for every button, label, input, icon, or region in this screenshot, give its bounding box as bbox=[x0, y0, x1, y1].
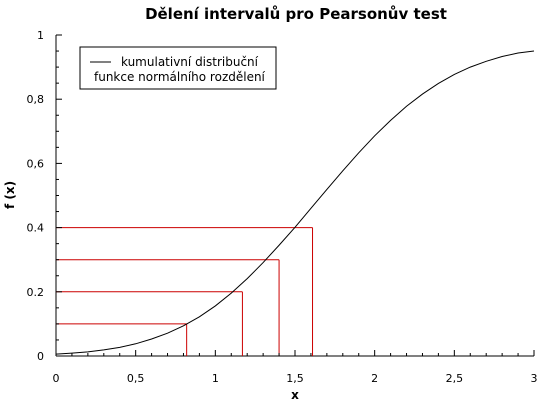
x-tick-label: 0 bbox=[53, 372, 60, 385]
x-axis-ticks: 0 0,5 1 1,5 2 2,5 3 bbox=[53, 350, 538, 385]
series-group bbox=[56, 51, 534, 354]
y-tick-label: 0.4 bbox=[27, 222, 45, 235]
chart-title: Dělení intervalů pro Pearsonův test bbox=[145, 5, 447, 23]
x-axis-label: x bbox=[291, 388, 299, 402]
x-tick-label: 2,5 bbox=[446, 372, 464, 385]
x-tick-label: 1,5 bbox=[286, 372, 304, 385]
x-tick-label: 1 bbox=[212, 372, 219, 385]
y-axis-ticks: 0 0.2 0.4 0,6 0,8 1 bbox=[27, 29, 63, 363]
y-tick-label: 1 bbox=[37, 29, 44, 42]
cdf-line bbox=[56, 51, 534, 354]
x-tick-label: 0,5 bbox=[127, 372, 145, 385]
y-tick-label: 0 bbox=[37, 350, 44, 363]
x-tick-label: 2 bbox=[371, 372, 378, 385]
legend-line-2: funkce normálního rozdělení bbox=[94, 70, 266, 84]
y-tick-label: 0,8 bbox=[27, 93, 45, 106]
legend: kumulativní distribuční funkce normálníh… bbox=[80, 47, 276, 89]
y-axis-label: f (x) bbox=[3, 181, 17, 209]
x-tick-label: 3 bbox=[531, 372, 538, 385]
y-tick-label: 0,6 bbox=[27, 157, 45, 170]
quantile-guides bbox=[56, 228, 313, 356]
legend-line-1: kumulativní distribuční bbox=[121, 55, 259, 69]
y-tick-label: 0.2 bbox=[27, 286, 45, 299]
